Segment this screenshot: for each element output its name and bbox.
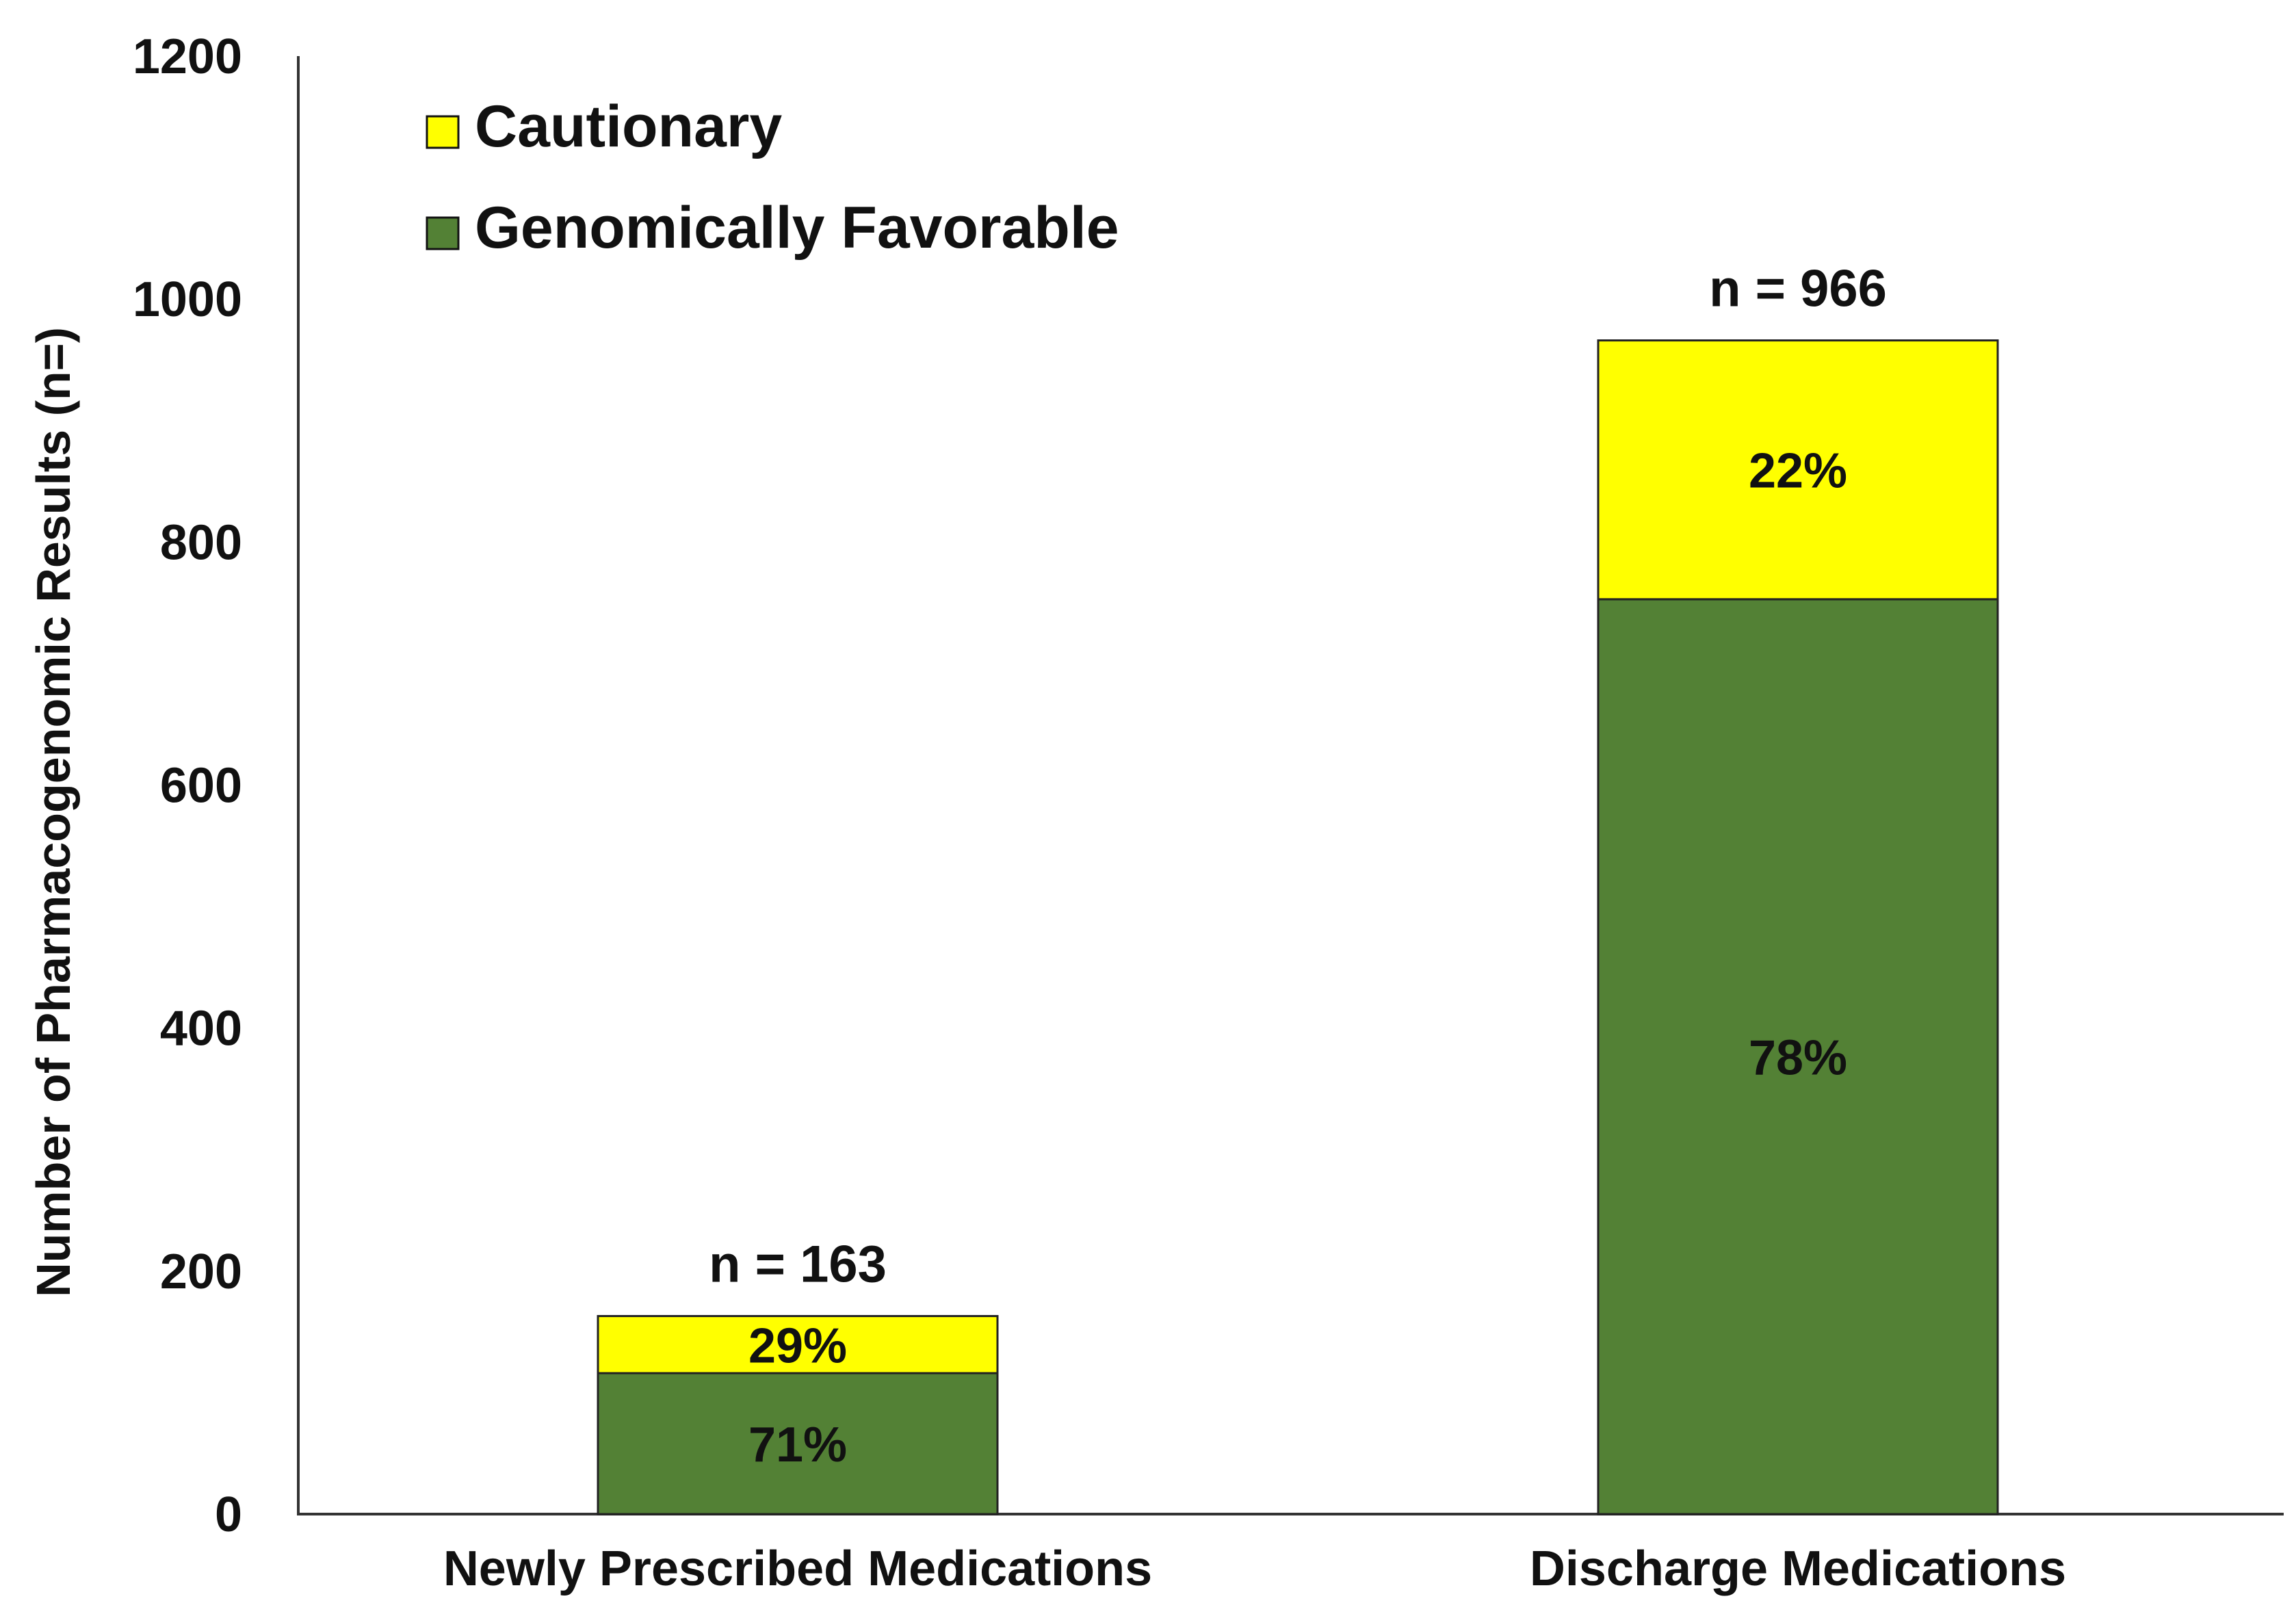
y-tick-label: 200 — [160, 1245, 242, 1299]
legend-label-genomically-favorable: Genomically Favorable — [475, 195, 1119, 261]
x-category-label: Discharge Medications — [1530, 1541, 2066, 1596]
legend-swatch-genomically-favorable — [426, 216, 460, 250]
y-tick-label: 400 — [160, 1002, 242, 1056]
x-category-label: Newly Prescribed Medications — [443, 1541, 1152, 1596]
y-tick-label: 1000 — [133, 272, 242, 327]
y-tick-label: 0 — [215, 1487, 242, 1542]
bar-segment-cautionary — [1597, 339, 1999, 601]
legend-label-cautionary: Cautionary — [475, 94, 782, 159]
segment-percent-label: 71% — [748, 1418, 847, 1472]
y-tick-label: 600 — [160, 759, 242, 813]
segment-percent-label: 78% — [1749, 1030, 1847, 1085]
bar-total-label: n = 966 — [1709, 260, 1887, 318]
legend-swatch-cautionary — [426, 115, 460, 149]
y-tick-label: 800 — [160, 515, 242, 570]
y-axis-title: Number of Pharmacogenomic Results (n=) — [27, 327, 80, 1297]
bar-total-label: n = 163 — [709, 1236, 887, 1294]
y-tick-label: 1200 — [133, 29, 242, 84]
legend: Cautionary Genomically Favorable — [426, 94, 1119, 261]
bar-segment-genomically-favorable — [1597, 598, 1999, 1515]
bar-segment-genomically-favorable — [597, 1372, 999, 1515]
segment-percent-label: 29% — [748, 1318, 847, 1373]
segment-percent-label: 22% — [1749, 444, 1847, 499]
bar-segment-cautionary — [597, 1315, 999, 1375]
